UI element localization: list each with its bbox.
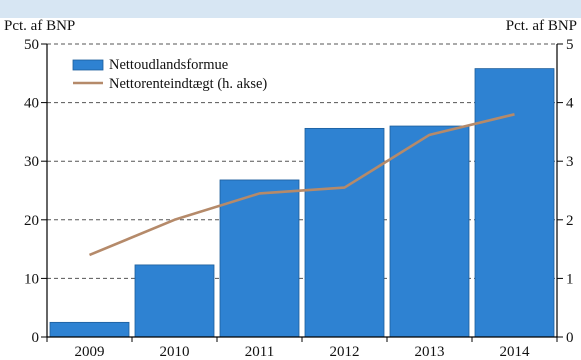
x-tick-label-2010: 2010	[160, 344, 190, 360]
bars	[49, 68, 555, 338]
bar-2014	[474, 68, 555, 338]
legend-swatch-bars	[72, 59, 104, 71]
line-nettorenteindtaegt	[89, 113, 515, 257]
right-tick-label: 1	[566, 271, 574, 287]
x-tick-label-2014: 2014	[500, 344, 531, 360]
x-tick-label-2009: 2009	[75, 344, 105, 360]
right-tick-label: 3	[566, 154, 574, 170]
x-tick-label-2013: 2013	[415, 344, 445, 360]
x-tick-label-2012: 2012	[330, 344, 360, 360]
bar-2011	[219, 179, 300, 338]
bar-2012	[304, 127, 385, 338]
ticks: 0 10 20 30 40 50 0 1 2 3 4 5 2009 2010 2011 2012 2013 201…	[24, 37, 574, 360]
right-tick-label: 4	[566, 96, 574, 112]
left-tick-label: 20	[24, 213, 39, 229]
legend-label-bars: Nettoudlandsformue	[109, 57, 228, 73]
gridlines	[47, 43, 557, 279]
left-tick-label: 10	[24, 271, 39, 287]
bar-2010	[134, 264, 215, 338]
line-series	[89, 113, 515, 257]
bar-2013	[389, 125, 470, 338]
x-tick-label-2011: 2011	[245, 344, 274, 360]
right-axis-unit-label: Pct. af BNP	[506, 18, 577, 34]
legend-label-line: Nettorenteindtægt (h. akse)	[109, 76, 267, 92]
left-tick-label: 50	[24, 37, 39, 53]
left-tick-label: 30	[24, 154, 39, 170]
left-axis-unit-label: Pct. af BNP	[4, 18, 75, 34]
legend: Nettoudlandsformue Nettorenteindtægt (h.…	[72, 57, 267, 92]
left-tick-label: 40	[24, 96, 39, 112]
header-band	[0, 0, 581, 18]
right-tick-label: 0	[566, 330, 574, 346]
bar-2009	[49, 321, 130, 338]
right-tick-label: 5	[566, 37, 574, 53]
right-tick-label: 2	[566, 213, 574, 229]
left-tick-label: 0	[32, 330, 40, 346]
